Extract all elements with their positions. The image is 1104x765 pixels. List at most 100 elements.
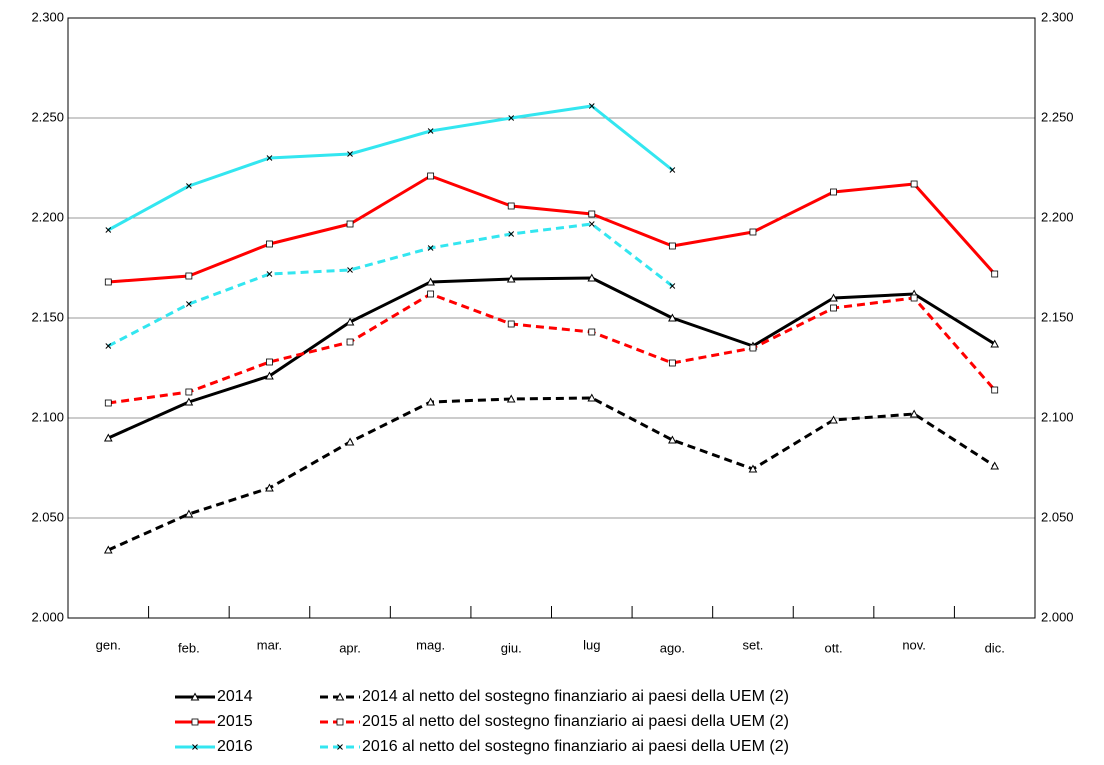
- marker: [265, 371, 274, 380]
- legend-label: 2014 al netto del sostegno finanziario a…: [362, 688, 789, 705]
- marker: [830, 188, 837, 196]
- y-tick-label: 2.150: [31, 309, 64, 324]
- marker: [829, 293, 838, 302]
- marker: [186, 301, 192, 307]
- series-line: [107, 276, 996, 440]
- x-tick-label: mar.: [257, 637, 282, 652]
- y-tick-label: 2.050: [31, 509, 64, 524]
- y2-tick-label: 2.200: [1041, 209, 1074, 224]
- x-tick-label: gen.: [96, 637, 121, 652]
- marker: [347, 151, 353, 157]
- marker: [184, 509, 194, 518]
- legend-marker: [190, 692, 200, 701]
- marker: [266, 358, 273, 366]
- marker: [105, 227, 112, 233]
- marker: [346, 220, 354, 228]
- marker: [266, 155, 273, 161]
- marker: [668, 435, 677, 444]
- marker: [588, 221, 595, 227]
- marker: [185, 388, 193, 396]
- y-tick-label: 2.300: [31, 9, 64, 24]
- y-tick-label: 2.100: [31, 409, 64, 424]
- y2-tick-label: 2.150: [1041, 309, 1074, 324]
- marker: [829, 415, 838, 424]
- marker: [749, 228, 757, 236]
- series-line: [108, 292, 996, 405]
- x-tick-label: ott.: [825, 640, 843, 655]
- marker: [587, 393, 597, 402]
- marker: [105, 343, 112, 349]
- marker: [749, 344, 757, 352]
- legend-marker: [337, 744, 343, 750]
- legend-label: 2016 al netto del sostegno finanziario a…: [362, 738, 789, 755]
- legend-label: 2016: [217, 738, 253, 755]
- x-tick-label: mag.: [416, 637, 445, 652]
- marker: [427, 290, 435, 298]
- marker: [588, 210, 596, 218]
- y2-tick-label: 2.300: [1041, 9, 1074, 24]
- marker: [427, 172, 435, 180]
- legend-marker: [335, 692, 345, 701]
- marker: [668, 242, 676, 250]
- marker: [588, 103, 595, 109]
- marker: [991, 386, 999, 394]
- marker: [103, 545, 113, 554]
- series-line: [107, 104, 674, 232]
- marker: [669, 167, 676, 173]
- marker: [426, 277, 435, 286]
- marker: [990, 461, 1000, 470]
- marker: [426, 397, 435, 406]
- marker: [185, 272, 193, 280]
- y-tick-label: 2.250: [31, 109, 64, 124]
- marker: [587, 273, 597, 282]
- marker: [427, 128, 434, 134]
- legend-marker: [191, 718, 199, 726]
- marker: [508, 231, 515, 237]
- series-line: [107, 222, 674, 348]
- marker: [991, 270, 999, 278]
- x-tick-label: feb.: [178, 640, 200, 655]
- marker: [427, 245, 434, 251]
- marker: [345, 437, 355, 446]
- y2-tick-label: 2.100: [1041, 409, 1074, 424]
- marker: [748, 464, 758, 473]
- legend-label: 2015 al netto del sostegno finanziario a…: [362, 713, 789, 730]
- x-tick-label: nov.: [902, 637, 926, 652]
- y2-tick-label: 2.050: [1041, 509, 1074, 524]
- legend-marker: [336, 718, 344, 726]
- marker: [104, 278, 112, 286]
- x-tick-label: set.: [742, 637, 763, 652]
- y2-tick-label: 2.000: [1041, 609, 1074, 624]
- legend-marker: [192, 744, 198, 750]
- marker: [266, 240, 273, 248]
- marker: [186, 183, 192, 189]
- marker: [910, 294, 918, 302]
- marker: [668, 359, 676, 367]
- marker: [990, 339, 1000, 348]
- marker: [508, 115, 515, 121]
- x-tick-label: lug: [583, 637, 600, 652]
- marker: [909, 409, 919, 418]
- marker: [668, 313, 677, 322]
- marker: [669, 283, 676, 289]
- x-tick-label: giu.: [501, 640, 522, 655]
- marker: [830, 304, 837, 312]
- legend-label: 2015: [217, 713, 253, 730]
- marker: [910, 180, 918, 188]
- marker: [346, 338, 354, 346]
- marker: [104, 399, 112, 407]
- marker: [345, 317, 355, 326]
- marker: [507, 202, 515, 210]
- x-tick-label: apr.: [339, 640, 361, 655]
- series-line: [108, 174, 996, 284]
- marker: [103, 433, 113, 442]
- marker: [506, 274, 516, 283]
- y-tick-label: 2.200: [31, 209, 64, 224]
- marker: [266, 271, 273, 277]
- marker: [507, 320, 515, 328]
- marker: [184, 397, 194, 406]
- marker: [265, 483, 274, 492]
- marker: [506, 394, 516, 403]
- x-tick-label: ago.: [660, 640, 685, 655]
